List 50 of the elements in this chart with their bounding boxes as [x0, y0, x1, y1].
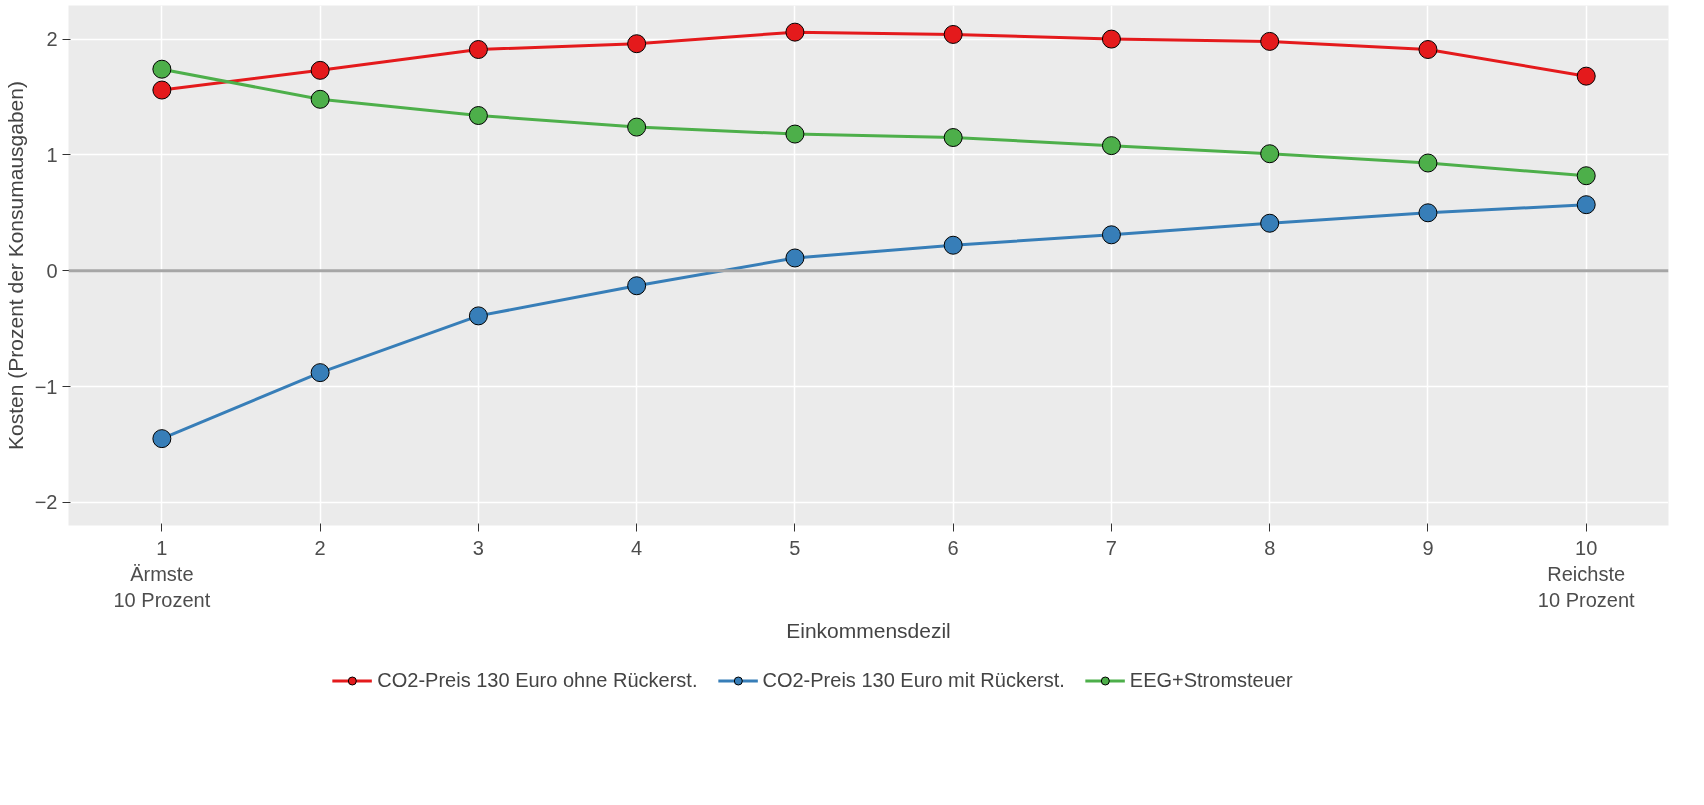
- point: [627, 34, 647, 54]
- point: [310, 89, 330, 109]
- y-tick-label: −1: [34, 375, 58, 398]
- point: [1576, 66, 1596, 86]
- point: [1576, 195, 1596, 215]
- y-tick-label: −2: [34, 491, 58, 514]
- point: [1101, 225, 1121, 245]
- x-tick-label: 3: [472, 536, 484, 559]
- x-tick-label: 1 Ärmste 10 Prozent: [113, 536, 211, 612]
- point: [785, 248, 805, 268]
- point: [1418, 153, 1438, 173]
- point: [468, 106, 488, 125]
- x-tick-label: 7: [1105, 536, 1117, 559]
- point: [1260, 144, 1280, 164]
- y-tick-label: 2: [46, 28, 58, 51]
- point: [1418, 40, 1438, 59]
- point: [1101, 136, 1121, 156]
- legend-label: CO2-Preis 130 Euro ohne Rückerst.: [377, 668, 698, 692]
- point: [943, 24, 963, 44]
- point: [943, 235, 963, 255]
- point: [468, 306, 488, 326]
- x-axis-title: Einkommensdezil: [786, 619, 951, 643]
- x-tick-label: 4: [631, 536, 643, 559]
- point: [627, 117, 647, 137]
- point: [152, 59, 172, 79]
- x-tick-label: 2: [314, 536, 326, 559]
- point: [1260, 213, 1280, 233]
- x-tick-label: 10 Reichste 10 Prozent: [1537, 536, 1636, 612]
- x-tick-label: 9: [1422, 536, 1434, 559]
- y-tick-label: 1: [46, 143, 58, 166]
- y-axis-title: Kosten (Prozent der Konsumausgaben): [3, 81, 27, 450]
- x-tick-label: 6: [947, 536, 959, 559]
- point: [943, 128, 963, 148]
- point: [627, 276, 647, 296]
- x-tick-label: 8: [1264, 536, 1276, 559]
- point: [1418, 203, 1438, 223]
- point: [785, 124, 805, 144]
- point: [1101, 29, 1121, 49]
- point: [152, 429, 172, 449]
- point: [152, 80, 172, 100]
- point: [1576, 166, 1596, 186]
- point: [1260, 31, 1280, 51]
- point: [310, 363, 330, 383]
- point: [785, 22, 805, 42]
- point: [310, 60, 330, 80]
- point: [468, 40, 488, 59]
- x-tick-label: 5: [789, 536, 801, 559]
- legend-label: CO2-Preis 130 Euro mit Rückerst.: [762, 668, 1065, 692]
- legend-label: EEG+Stromsteuer: [1129, 668, 1293, 692]
- y-tick-label: 0: [46, 259, 58, 282]
